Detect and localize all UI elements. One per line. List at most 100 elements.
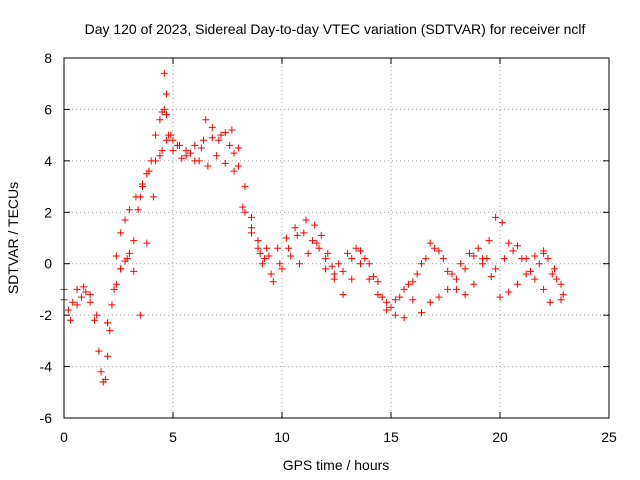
data-point [343,249,351,257]
x-tick-label: 0 [60,429,68,445]
data-point [461,265,469,273]
data-point [391,311,399,319]
data-point [522,270,530,278]
data-point [191,141,199,149]
data-point [540,247,548,255]
data-point [498,219,506,227]
data-point [291,224,299,232]
data-point [69,298,77,306]
data-point [448,270,456,278]
data-point [546,298,554,306]
data-point [527,267,535,275]
data-point [73,301,81,309]
y-tick-label: 0 [44,256,52,272]
data-point [513,242,521,250]
data-point [241,208,249,216]
chart-title: Day 120 of 2023, Sidereal Day-to-day VTE… [85,21,586,37]
data-point [64,306,72,314]
data-point [234,144,242,152]
data-point [221,129,229,137]
data-point [282,234,290,242]
data-point [302,216,310,224]
x-tick-label: 25 [601,429,617,445]
data-point [479,260,487,268]
data-point [121,216,129,224]
data-point [173,141,181,149]
data-point [261,255,269,263]
x-tick-label: 5 [169,429,177,445]
data-point [509,247,517,255]
data-point [138,180,146,188]
data-point [540,285,548,293]
data-point [162,136,170,144]
y-tick-label: -2 [40,307,53,323]
data-point [444,285,452,293]
data-point [112,252,120,260]
data-point [487,273,495,281]
data-point [474,244,482,252]
data-point [104,319,112,327]
data-point [461,291,469,299]
data-point [117,229,125,237]
data-point [505,239,513,247]
data-point [328,262,336,270]
data-point [117,265,125,273]
data-point [470,252,478,260]
data-point [409,278,417,286]
data-point [258,260,266,268]
data-point [208,123,216,131]
data-point [254,244,262,252]
data-point [112,280,120,288]
data-point [348,255,356,263]
y-tick-label: 4 [44,153,52,169]
data-point [73,285,81,293]
data-point [492,265,500,273]
data-point [156,152,164,160]
data-point [167,131,175,139]
data-point [531,252,539,260]
data-point [221,159,229,167]
data-point [195,157,203,165]
data-point [67,316,75,324]
data-point [287,252,295,260]
data-point [500,255,508,263]
data-point [226,141,234,149]
data-point [77,293,85,301]
data-point [418,260,426,268]
data-point [457,260,465,268]
data-series [104,136,565,327]
data-point [300,229,308,237]
data-point [145,167,153,175]
data-point [182,152,190,160]
data-point [404,280,412,288]
data-point [86,298,94,306]
data-point [293,231,301,239]
data-point [531,275,539,283]
data-point [439,255,447,263]
data-point [158,147,166,155]
data-point [485,237,493,245]
data-point [465,249,473,257]
data-point [149,193,157,201]
data-point [330,275,338,283]
data-point [391,296,399,304]
data-point [470,280,478,288]
data-point [130,237,138,245]
data-point [383,306,391,314]
data-point [254,237,262,245]
data-point [356,247,364,255]
data-points [60,69,567,386]
data-point [265,252,273,260]
data-point [82,288,90,296]
data-point [97,368,105,376]
data-point [104,352,112,360]
data-point [101,375,109,383]
data-point [426,239,434,247]
data-point [426,298,434,306]
data-point [387,303,395,311]
data-point [156,116,164,124]
data-point [361,255,369,263]
data-point [217,131,225,139]
data-point [132,193,140,201]
data-point [234,162,242,170]
